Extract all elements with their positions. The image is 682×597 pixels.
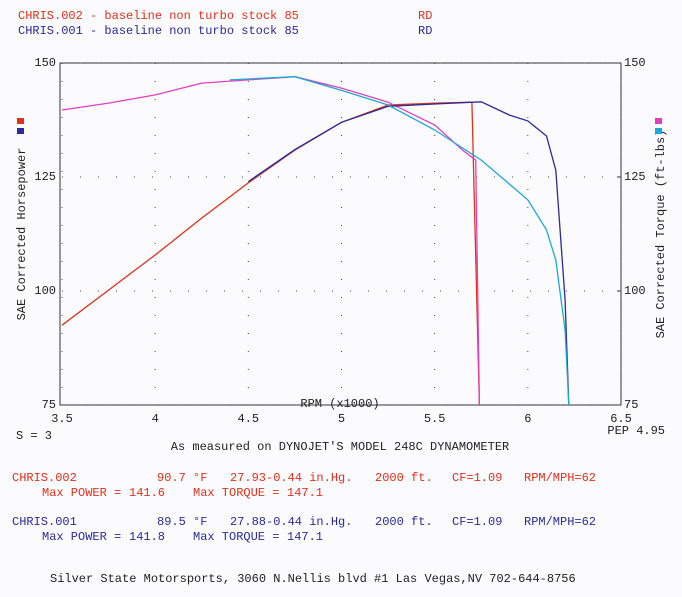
y2-tick-label: 75 xyxy=(624,398,638,412)
x-tick-label: 6.5 xyxy=(610,412,632,426)
subtitle: As measured on DYNOJET'S MODEL 248C DYNA… xyxy=(171,440,509,454)
power-label: Max POWER = xyxy=(42,486,121,500)
series-line xyxy=(61,101,481,406)
legend-swatch xyxy=(655,118,662,124)
pep-label: PEP 4.95 xyxy=(607,424,665,438)
y2-tick-label: 100 xyxy=(624,284,646,298)
x-tick-label: 5 xyxy=(338,412,345,426)
power-label: Max POWER = xyxy=(42,530,121,544)
x-axis-title: RPM (x1000) xyxy=(300,397,379,411)
series-line xyxy=(229,76,570,406)
x-tick-label: 3.5 xyxy=(51,412,73,426)
legend-swatch xyxy=(17,118,24,124)
series-line xyxy=(61,76,481,406)
run-cf: CF=1.09 xyxy=(452,515,502,529)
smoothing-label: S = 3 xyxy=(16,429,52,443)
torque-label: Max TORQUE = xyxy=(193,486,279,500)
series-line xyxy=(247,101,570,406)
x-tick-label: 4 xyxy=(152,412,159,426)
footer: Silver State Motorsports, 3060 N.Nellis … xyxy=(50,572,576,586)
run-pressure: 27.88-0.44 in.Hg. xyxy=(230,515,352,529)
legend-swatch xyxy=(655,128,662,134)
run-cf: CF=1.09 xyxy=(452,471,502,485)
max-power: 141.6 xyxy=(129,486,165,500)
header-tag: RD xyxy=(418,9,432,23)
run-ratio: RPM/MPH=62 xyxy=(524,471,596,485)
run-altitude: 2000 ft. xyxy=(375,515,433,529)
torque-label: Max TORQUE = xyxy=(193,530,279,544)
run-altitude: 2000 ft. xyxy=(375,471,433,485)
max-torque: 147.1 xyxy=(287,486,323,500)
plot-frame xyxy=(59,62,622,406)
header-line: CHRIS.001 - baseline non turbo stock 85 xyxy=(18,24,299,38)
y2-axis-title: SAE Corrected Torque (ft-lbs) xyxy=(654,130,668,339)
run-name: CHRIS.002 xyxy=(12,471,77,485)
x-tick-label: 5.5 xyxy=(424,412,446,426)
x-tick-label: 4.5 xyxy=(238,412,260,426)
x-tick-label: 6 xyxy=(524,412,531,426)
y-tick-label: 100 xyxy=(34,284,56,298)
max-power: 141.8 xyxy=(129,530,165,544)
header-line: CHRIS.002 - baseline non turbo stock 85 xyxy=(18,9,299,23)
legend-swatch xyxy=(17,128,24,134)
run-ratio: RPM/MPH=62 xyxy=(524,515,596,529)
run-temperature: 90.7 °F xyxy=(157,471,207,485)
y-axis-title: SAE Corrected Horsepower xyxy=(15,148,29,321)
y2-tick-label: 150 xyxy=(624,56,646,70)
max-torque: 147.1 xyxy=(287,530,323,544)
y2-tick-label: 125 xyxy=(624,170,646,184)
y-tick-label: 125 xyxy=(34,170,56,184)
header-tag: RD xyxy=(418,24,432,38)
y-tick-label: 75 xyxy=(42,398,56,412)
y-tick-label: 150 xyxy=(34,56,56,70)
run-pressure: 27.93-0.44 in.Hg. xyxy=(230,471,352,485)
run-temperature: 89.5 °F xyxy=(157,515,207,529)
run-name: CHRIS.001 xyxy=(12,515,77,529)
